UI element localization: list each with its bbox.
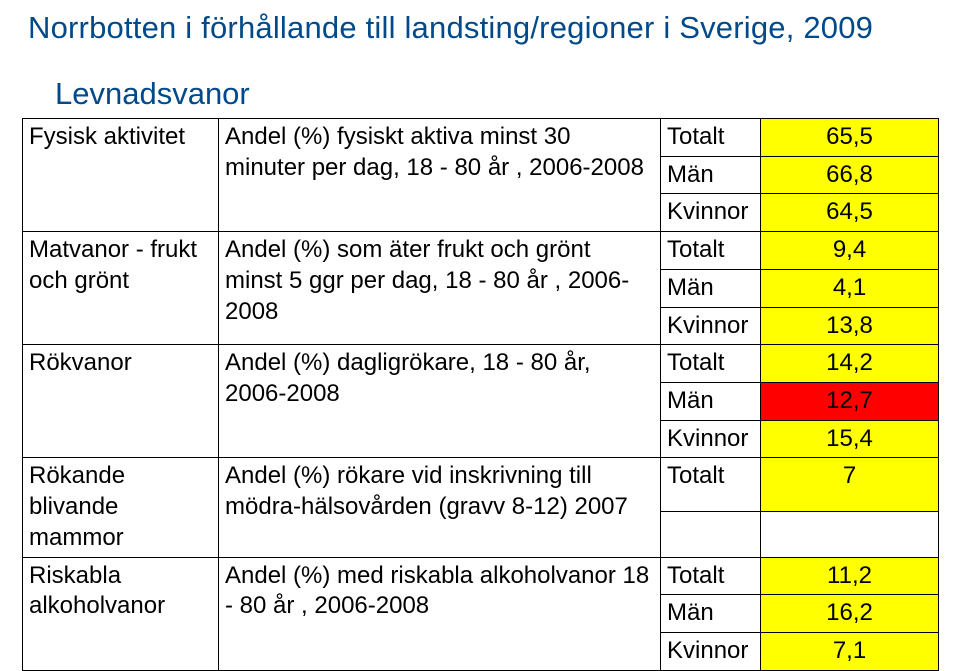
- table-body: Fysisk aktivitet Andel (%) fysiskt aktiv…: [23, 119, 939, 671]
- value-cell: 12,7: [761, 383, 939, 421]
- data-table: Fysisk aktivitet Andel (%) fysiskt aktiv…: [22, 118, 939, 671]
- value-cell: 15,4: [761, 420, 939, 458]
- page-title: Norrbotten i förhållande till landsting/…: [28, 10, 873, 46]
- category-cell: Riskabla alkoholvanor: [23, 557, 219, 670]
- value-cell: 66,8: [761, 156, 939, 194]
- category-cell: Rökvanor: [23, 345, 219, 458]
- group-cell: Kvinnor: [661, 194, 761, 232]
- table-row: Rökande blivande mammor Andel (%) rökare…: [23, 458, 939, 512]
- value-cell: 64,5: [761, 194, 939, 232]
- measure-cell: Andel (%) dagligrökare, 18 - 80 år, 2006…: [219, 345, 661, 458]
- value-cell: 65,5: [761, 119, 939, 157]
- value-cell: 11,2: [761, 557, 939, 595]
- group-cell: Kvinnor: [661, 307, 761, 345]
- group-cell: Totalt: [661, 557, 761, 595]
- group-cell: [661, 512, 761, 558]
- category-cell: Rökande blivande mammor: [23, 458, 219, 557]
- value-cell: 16,2: [761, 595, 939, 633]
- page-subtitle: Levnadsvanor: [55, 76, 250, 112]
- group-cell: Kvinnor: [661, 633, 761, 671]
- table-row: Matvanor - frukt och grönt Andel (%) som…: [23, 232, 939, 270]
- group-cell: Totalt: [661, 458, 761, 512]
- value-cell: 13,8: [761, 307, 939, 345]
- measure-cell: Andel (%) med riskabla alkoholvanor 18 -…: [219, 557, 661, 670]
- measure-cell: Andel (%) som äter frukt och grönt minst…: [219, 232, 661, 345]
- value-cell: [761, 512, 939, 558]
- table-row: Riskabla alkoholvanor Andel (%) med risk…: [23, 557, 939, 595]
- group-cell: Män: [661, 156, 761, 194]
- category-cell: Fysisk aktivitet: [23, 119, 219, 232]
- value-cell: 14,2: [761, 345, 939, 383]
- value-cell: 7,1: [761, 633, 939, 671]
- value-cell: 7: [761, 458, 939, 512]
- group-cell: Män: [661, 595, 761, 633]
- value-cell: 4,1: [761, 269, 939, 307]
- group-cell: Totalt: [661, 345, 761, 383]
- measure-cell: Andel (%) fysiskt aktiva minst 30 minute…: [219, 119, 661, 232]
- table-row: Fysisk aktivitet Andel (%) fysiskt aktiv…: [23, 119, 939, 157]
- table-row: Rökvanor Andel (%) dagligrökare, 18 - 80…: [23, 345, 939, 383]
- group-cell: Män: [661, 269, 761, 307]
- measure-cell: Andel (%) rökare vid inskrivning till mö…: [219, 458, 661, 557]
- group-cell: Män: [661, 383, 761, 421]
- group-cell: Kvinnor: [661, 420, 761, 458]
- category-cell: Matvanor - frukt och grönt: [23, 232, 219, 345]
- group-cell: Totalt: [661, 119, 761, 157]
- value-cell: 9,4: [761, 232, 939, 270]
- group-cell: Totalt: [661, 232, 761, 270]
